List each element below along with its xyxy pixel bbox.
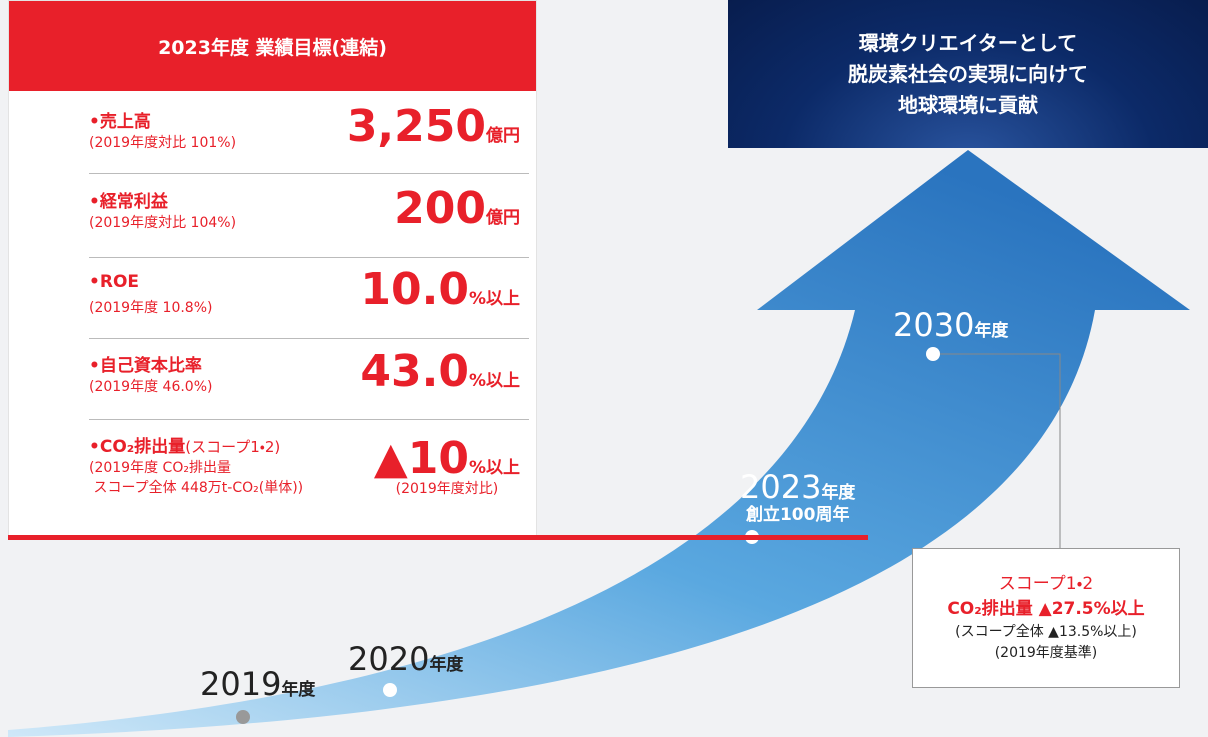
goal-line: スコープ1・2 — [998, 574, 1094, 594]
item-value-unit: 億円 — [486, 208, 520, 228]
item-value: 3,250億円 — [347, 101, 520, 152]
item-value-number: 200 — [394, 183, 486, 234]
panel-title: 2023年度 業績目標(連結) — [9, 1, 536, 91]
milestone-year: 2019 — [200, 665, 282, 703]
milestone-label: 2020年度 — [348, 640, 463, 678]
goal-line: (スコープ全体 ▲13.5%以上) — [955, 624, 1137, 640]
item-note: (2019年度対比 101%) — [89, 135, 237, 151]
item-note: (2019年度 CO₂排出量 スコープ全体 448万t-CO₂(単体)) — [89, 460, 304, 496]
connector — [933, 353, 1061, 548]
item-value-number: 10.0 — [360, 264, 469, 315]
item-value-unit: %以上 — [468, 458, 520, 478]
item-label-text: •売上高 — [89, 112, 151, 132]
separator — [89, 338, 529, 339]
dot-2020 — [383, 683, 397, 697]
milestone-suffix: 年度 — [821, 483, 856, 503]
dot-2030 — [926, 347, 940, 361]
separator — [89, 173, 529, 174]
vision-line: 地球環境に貢献 — [898, 92, 1038, 117]
item-label: •CO₂排出量(スコープ1・2) — [89, 432, 529, 457]
milestone-label: 2019年度 — [200, 665, 315, 703]
item-label: •ROE — [89, 272, 529, 292]
milestone-suffix: 年度 — [281, 680, 316, 700]
item-value-unit: %以上 — [468, 289, 520, 309]
timeline-line — [8, 535, 868, 540]
item-label-text: •CO₂排出量 — [89, 437, 186, 457]
item-value-note: (2019年度対比) — [395, 481, 499, 497]
goal-box: スコープ1・2 CO₂排出量 ▲27.5%以上 (スコープ全体 ▲13.5%以上… — [912, 548, 1180, 688]
milestone-suffix: 年度 — [974, 321, 1009, 341]
item-label: •経常利益 — [89, 187, 529, 212]
item-note: (2019年度 46.0%) — [89, 379, 213, 395]
item-note: (2019年度対比 104%) — [89, 215, 237, 231]
goal-line: (2019年度基準) — [994, 645, 1098, 661]
item-note: (2019年度 10.8%) — [89, 300, 213, 316]
item-label-text: •ROE — [89, 272, 140, 292]
item-label-text: •経常利益 — [89, 192, 168, 212]
milestone-suffix: 年度 — [429, 655, 464, 675]
item-value-number: 3,250 — [346, 101, 486, 152]
item-value-unit: %以上 — [468, 371, 520, 391]
vision-line: 脱炭素社会の実現に向けて — [848, 61, 1088, 86]
item-value-number: ▲10 — [373, 433, 469, 484]
growth-arrow — [8, 150, 1190, 737]
milestone-year: 2020 — [348, 640, 430, 678]
item-label: •売上高 — [89, 107, 529, 132]
item-value: 10.0%以上 — [360, 264, 520, 315]
item-value-unit: 億円 — [486, 126, 520, 146]
vision-box: 環境クリエイターとして 脱炭素社会の実現に向けて 地球環境に貢献 — [728, 0, 1208, 148]
item-label-sub: (スコープ1・2) — [185, 438, 281, 456]
milestone-label: 2030年度 — [893, 306, 1008, 344]
separator — [89, 257, 529, 258]
separator — [89, 419, 529, 420]
item-value-number: 43.0 — [360, 346, 469, 397]
item-value: 43.0%以上 — [360, 346, 520, 397]
goal-line: CO₂排出量 ▲27.5%以上 — [947, 599, 1145, 619]
milestone-year: 2030 — [893, 306, 975, 344]
item-label-text: •自己資本比率 — [89, 356, 202, 376]
dot-2019 — [236, 710, 250, 724]
item-value: 200億円 — [394, 183, 520, 234]
milestone-detail: 創立100周年 — [745, 505, 850, 525]
milestone-year: 2023 — [740, 468, 822, 506]
item-value: ▲10%以上 (2019年度対比) — [374, 433, 520, 498]
vision-line: 環境クリエイターとして — [858, 30, 1078, 55]
target-panel: 2023年度 業績目標(連結) •売上高 (2019年度対比 101%) 3,250… — [8, 0, 537, 537]
item-label: •自己資本比率 — [89, 351, 529, 376]
milestone-label: 2023年度 創立100周年 — [740, 468, 855, 525]
